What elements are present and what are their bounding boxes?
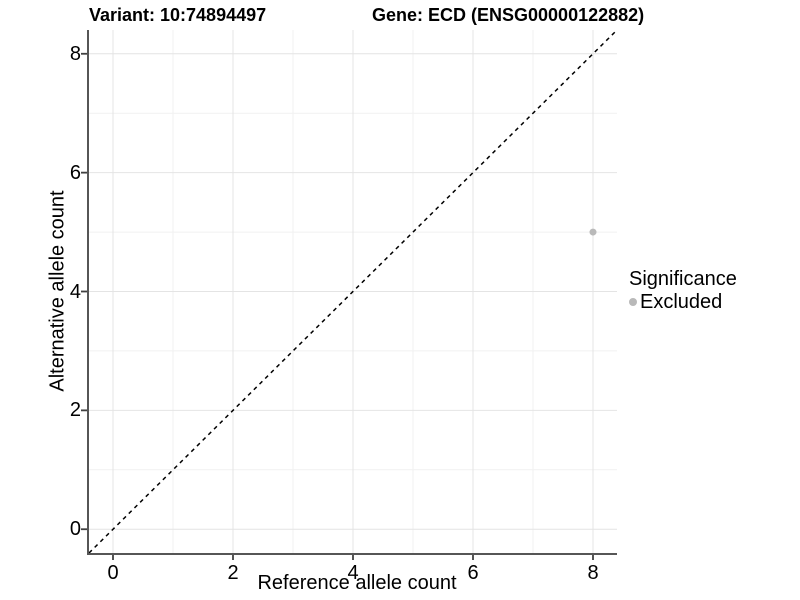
legend-point-icon [629,298,637,306]
legend-item-label: Excluded [640,291,723,313]
legend-item-excluded: Excluded [629,291,737,313]
variant-title: Variant: 10:74894497 [89,5,267,25]
identity-dashed-line [88,29,618,554]
legend: Significance Excluded [629,268,737,313]
data-point [589,228,597,236]
x-axis-label: Reference allele count [257,572,457,594]
legend-title: Significance [629,268,737,290]
y-axis-label: Alternative allele count [46,190,69,392]
gene-title: Gene: ECD (ENSG00000122882) [372,5,645,25]
